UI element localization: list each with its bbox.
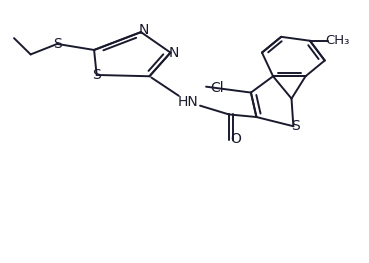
Text: N: N (168, 45, 179, 60)
Text: S: S (53, 37, 62, 51)
Text: Cl: Cl (210, 81, 224, 95)
Text: HN: HN (178, 95, 199, 109)
Text: S: S (292, 119, 300, 133)
Text: S: S (92, 68, 101, 82)
Text: N: N (139, 23, 149, 37)
Text: CH₃: CH₃ (325, 34, 350, 47)
Text: O: O (230, 132, 241, 146)
